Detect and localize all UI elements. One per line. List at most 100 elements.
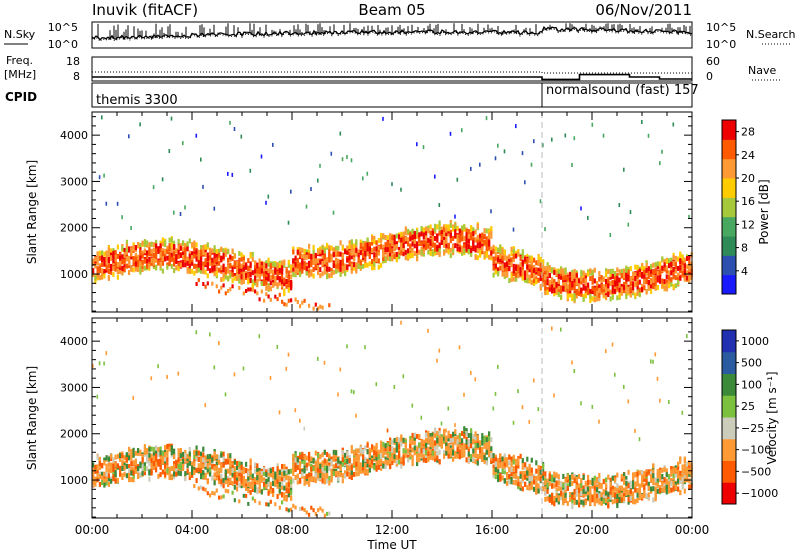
- range-cell: [200, 258, 203, 264]
- range-cell: [267, 294, 270, 299]
- range-cell: [116, 453, 119, 459]
- range-cell: [200, 466, 203, 472]
- range-cell: [560, 285, 563, 291]
- range-cell: [447, 453, 450, 459]
- range-cell: [472, 227, 475, 233]
- range-cell: [265, 263, 268, 269]
- range-cell: [452, 244, 455, 250]
- range-cell: [443, 231, 446, 237]
- range-cell: [425, 442, 428, 448]
- range-cell: [454, 224, 457, 230]
- range-cell: [364, 242, 367, 248]
- range-cell: [105, 259, 108, 265]
- range-cell: [571, 295, 574, 301]
- range-cell: [236, 267, 239, 273]
- range-cell: [184, 262, 187, 268]
- range-cell: [240, 465, 243, 471]
- range-cell: [458, 237, 461, 243]
- range-cell: [337, 476, 340, 482]
- range-cell: [328, 480, 331, 486]
- range-cell: [152, 257, 155, 263]
- range-cell: [240, 277, 243, 283]
- range-cell: [128, 455, 131, 461]
- range-cell: [121, 466, 124, 471]
- range-cell: [303, 265, 306, 271]
- colorbar-segment: [722, 236, 736, 256]
- range-cell: [650, 283, 653, 289]
- range-cell: [249, 287, 252, 292]
- range-cell: [564, 274, 567, 280]
- range-cell: [420, 231, 423, 237]
- range-cell: [251, 256, 254, 262]
- range-cell: [400, 238, 403, 244]
- range-cell: [485, 250, 488, 256]
- range-cell: [625, 288, 628, 294]
- range-cell: [105, 468, 108, 474]
- range-cell: [146, 466, 149, 471]
- range-cell: [294, 461, 297, 467]
- range-cell: [519, 270, 522, 276]
- range-cell: [582, 285, 585, 291]
- range-cell: [314, 252, 317, 258]
- range-cell: [668, 263, 671, 269]
- range-cell: [611, 294, 614, 300]
- range-cell: [263, 467, 266, 473]
- range-cell: [317, 452, 320, 458]
- range-cell: [422, 248, 425, 254]
- range-cell: [584, 272, 587, 278]
- range-cell: [242, 291, 245, 296]
- range-cell: [447, 224, 450, 230]
- range-cell: [395, 251, 398, 257]
- range-cell: [168, 443, 171, 449]
- range-cell: [299, 252, 302, 258]
- range-cell: [227, 459, 230, 465]
- range-cell: [384, 449, 387, 455]
- range-cell: [672, 255, 675, 261]
- range-cell: [445, 238, 448, 244]
- range-cell: [357, 249, 360, 255]
- range-cell: [382, 248, 385, 254]
- range-cell: [227, 264, 230, 270]
- range-cell: [605, 291, 608, 297]
- range-cell: [319, 248, 322, 254]
- range-cell: [146, 258, 149, 264]
- range-cell: [148, 251, 151, 256]
- range-cell: [112, 463, 115, 469]
- range-cell: [488, 229, 491, 235]
- range-cell: [231, 490, 234, 495]
- range-cell: [569, 271, 572, 277]
- cpid-label: CPID: [5, 90, 37, 104]
- range-cell: [555, 288, 558, 294]
- range-cell: [175, 254, 178, 260]
- range-cell: [125, 246, 128, 252]
- range-cell: [427, 438, 430, 444]
- range-cell: [236, 480, 239, 486]
- range-cell: [231, 480, 234, 486]
- range-cell: [238, 499, 241, 504]
- range-cell: [240, 279, 243, 285]
- range-cell: [326, 257, 329, 263]
- range-cell: [195, 450, 198, 456]
- range-cell: [402, 459, 405, 465]
- range-cell: [580, 272, 583, 278]
- range-cell: [526, 271, 529, 277]
- range-cell: [380, 465, 383, 471]
- range-cell: [609, 274, 612, 280]
- range-cell: [659, 266, 662, 272]
- range-cell: [134, 253, 137, 259]
- range-cell: [490, 250, 493, 256]
- range-cell: [247, 471, 250, 477]
- range-cell: [150, 248, 153, 254]
- nave-line: [92, 73, 692, 81]
- range-cell: [384, 242, 387, 248]
- range-cell: [308, 269, 311, 275]
- range-cell: [636, 290, 639, 296]
- range-cell: [465, 431, 468, 437]
- range-cell: [458, 443, 461, 449]
- range-cell: [591, 270, 594, 276]
- range-cell: [299, 466, 302, 471]
- range-cell: [384, 456, 387, 462]
- range-cell: [501, 266, 504, 272]
- nsky-line: [91, 25, 693, 41]
- range-cell: [229, 254, 232, 260]
